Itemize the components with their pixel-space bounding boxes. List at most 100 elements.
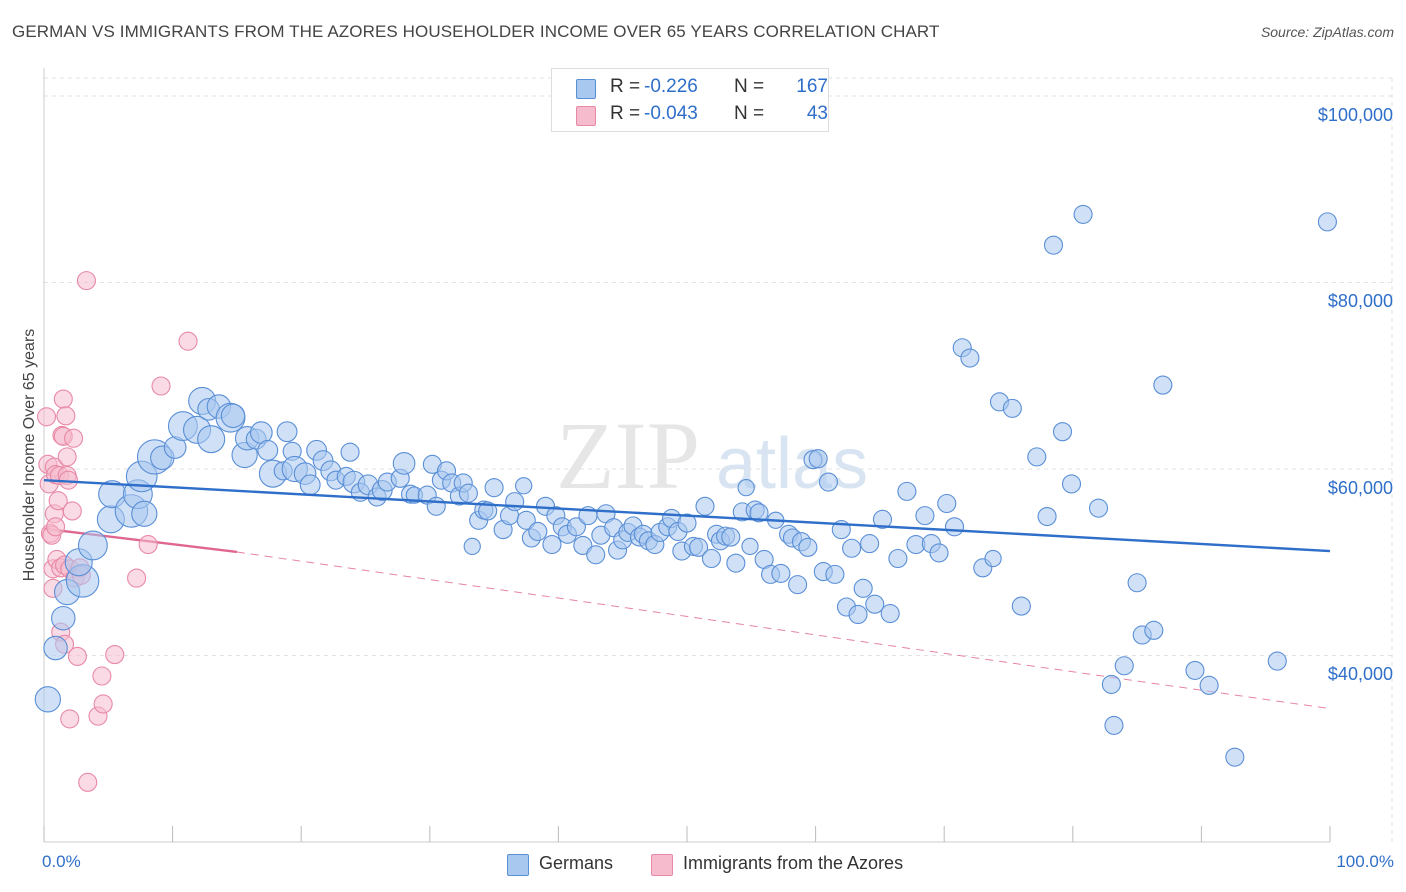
azores-point bbox=[64, 428, 84, 448]
watermark: ZIP atlas bbox=[556, 402, 868, 509]
germans-point bbox=[1037, 506, 1057, 527]
x-tick-label-min: 0.0% bbox=[42, 852, 81, 871]
germans-point bbox=[77, 530, 108, 561]
germans-point bbox=[1317, 212, 1337, 232]
germans-point bbox=[689, 537, 709, 557]
azores-point bbox=[76, 271, 96, 291]
germans-point bbox=[515, 477, 533, 495]
y-tick-label: $80,000 bbox=[1327, 291, 1393, 312]
germans-trend bbox=[43, 478, 1331, 553]
azores-swatch bbox=[576, 106, 596, 126]
germans-point bbox=[257, 439, 279, 461]
germans-point bbox=[860, 534, 880, 554]
azores-point bbox=[48, 491, 68, 511]
germans-point bbox=[915, 506, 935, 526]
azores-point bbox=[37, 407, 57, 427]
germans-points bbox=[34, 204, 1337, 767]
azores-point bbox=[127, 568, 147, 588]
germans-point bbox=[392, 452, 416, 475]
germans-point bbox=[1267, 651, 1287, 671]
germans-point bbox=[1104, 715, 1124, 735]
chart-title: GERMAN VS IMMIGRANTS FROM THE AZORES HOU… bbox=[12, 22, 940, 41]
germans-point bbox=[220, 403, 246, 429]
axes bbox=[43, 68, 1331, 843]
source-label: Source: ZipAtlas.com bbox=[1260, 24, 1394, 40]
germans-point bbox=[340, 442, 360, 462]
germans-point bbox=[131, 500, 158, 527]
germans-point bbox=[880, 603, 900, 624]
azores-n-value: 43 bbox=[806, 103, 828, 124]
germans-point bbox=[1144, 620, 1164, 640]
n-label: N = bbox=[734, 103, 765, 124]
germans-point bbox=[865, 594, 885, 614]
germans-point bbox=[771, 563, 791, 583]
germans-point bbox=[741, 537, 759, 556]
germans-point bbox=[426, 496, 446, 516]
germans-point bbox=[197, 425, 226, 454]
germans-point bbox=[1002, 398, 1022, 418]
watermark-zip: ZIP bbox=[556, 402, 700, 509]
germans-point bbox=[788, 575, 808, 595]
germans-point bbox=[726, 553, 746, 573]
y-tick-label: $100,000 bbox=[1317, 104, 1393, 125]
germans-point bbox=[516, 510, 536, 530]
germans-point bbox=[1225, 747, 1245, 767]
germans-point bbox=[1199, 675, 1219, 695]
germans-point bbox=[808, 449, 828, 469]
x-tick-label-max: 100.0% bbox=[1336, 852, 1394, 871]
germans-point bbox=[695, 496, 715, 516]
germans-trend-line bbox=[43, 478, 1331, 553]
germans-point bbox=[51, 605, 76, 631]
germans-point bbox=[825, 564, 845, 584]
azores-point bbox=[56, 406, 76, 426]
legend-stats: R = -0.226 N = 167 R = -0.043 N = 43 bbox=[551, 68, 829, 132]
germans-point bbox=[818, 472, 839, 492]
germans-point bbox=[798, 537, 818, 557]
azores-trend-extension bbox=[236, 551, 1331, 710]
germans-point bbox=[677, 513, 697, 533]
azores-point bbox=[67, 646, 87, 666]
germans-point bbox=[1127, 573, 1147, 593]
germans-point bbox=[1185, 660, 1205, 680]
r-label: R = bbox=[610, 103, 641, 124]
legend-series: Germans Immigrants from the Azores bbox=[0, 852, 1406, 878]
germans-point bbox=[299, 474, 321, 496]
germans-point bbox=[960, 348, 980, 368]
r-label: R = bbox=[610, 76, 641, 97]
azores-point bbox=[138, 534, 158, 555]
germans-point bbox=[944, 517, 965, 537]
azores-point bbox=[105, 645, 125, 665]
germans-point bbox=[505, 492, 525, 512]
germans-point bbox=[1073, 204, 1093, 224]
germans-point bbox=[737, 478, 755, 497]
azores-point bbox=[78, 772, 98, 792]
germans-point bbox=[1101, 674, 1121, 694]
azores-point bbox=[151, 376, 171, 396]
azores-legend-label: Immigrants from the Azores bbox=[683, 853, 904, 873]
azores-point bbox=[178, 331, 198, 351]
germans-point bbox=[1043, 235, 1064, 255]
germans-point bbox=[1052, 422, 1073, 442]
y-tick-label: $40,000 bbox=[1327, 664, 1393, 685]
azores-point bbox=[53, 389, 73, 409]
germans-point bbox=[721, 527, 741, 547]
germans-point bbox=[842, 538, 862, 558]
germans-point bbox=[848, 604, 868, 625]
germans-point bbox=[528, 521, 548, 542]
germans-point bbox=[478, 501, 498, 521]
azores-point bbox=[46, 517, 66, 537]
germans-point bbox=[1153, 375, 1173, 395]
germans-point bbox=[929, 543, 949, 563]
germans-point bbox=[1088, 498, 1109, 518]
germans-point bbox=[566, 517, 586, 537]
germans-point bbox=[276, 421, 298, 443]
germans-legend-label: Germans bbox=[539, 853, 614, 873]
germans-legend-swatch bbox=[507, 854, 529, 876]
azores-point bbox=[57, 447, 77, 467]
germans-point bbox=[1061, 474, 1082, 494]
germans-point bbox=[853, 578, 873, 598]
germans-point bbox=[937, 493, 957, 514]
germans-point bbox=[542, 534, 562, 555]
germans-point bbox=[897, 481, 917, 501]
